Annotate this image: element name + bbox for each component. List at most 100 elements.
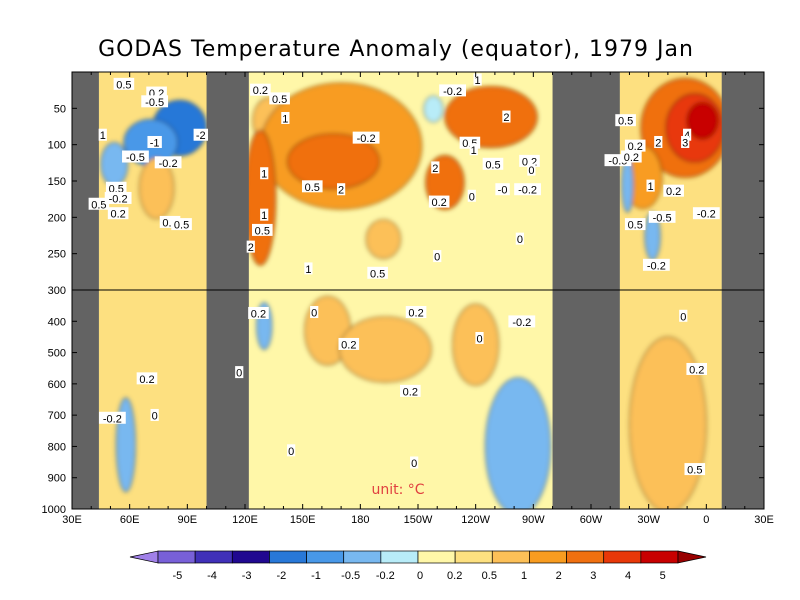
contour-label: 0.2 [689,364,704,376]
x-tick-label: 30W [637,514,660,526]
contour-label: -0.2 [357,133,376,145]
x-tick-label: 60W [580,514,603,526]
contour-label: -0 [498,185,508,197]
x-tick-label: 120E [232,514,258,526]
contour-label-bg [646,179,655,192]
contour-label-bg [147,135,162,148]
x-tick-label: 120W [461,514,490,526]
contour-label: 0.2 [403,386,418,398]
colorbar-swatch [343,550,382,564]
colorbar-tick-label: -4 [207,570,217,582]
y-tick-label: 400 [48,316,66,328]
contour-label-bg [107,207,129,220]
contour-label-bg [624,139,646,152]
colorbar-extend-low [129,550,159,564]
colorbar-tick-label: 4 [625,570,631,582]
contour-label: 0.2 [253,85,268,97]
colorbar-tick-label: -5 [172,570,182,582]
contour-label-bg [663,184,684,197]
contour-label-bg [433,250,442,263]
anomaly-blob [423,95,444,123]
colorbar-swatch [566,550,605,564]
colorbar-swatch [231,550,270,564]
contour-label: 0.5 [370,268,385,280]
contour-label-bg [104,191,132,204]
anomaly-blob [452,303,500,386]
colorbar-swatch [640,550,679,564]
colorbar-tick-label: 2 [556,570,562,582]
contour-label-bg [136,372,158,385]
y-tick-label: 500 [48,348,66,360]
contour-label: 0.2 [110,209,125,221]
anomaly-blob [365,219,402,260]
contour-label: 0 [434,252,440,264]
contour-label: -0.5 [145,97,164,109]
x-tick-label: 180 [351,514,369,526]
contour-label-bg [410,456,419,469]
colorbar-tick-label: -1 [311,570,321,582]
colorbar-tick-label: -3 [242,570,252,582]
contour-label: 0.5 [628,220,643,232]
contour-label: 0.5 [272,94,287,106]
contour-label-bg [281,112,290,125]
x-tick-label: 150E [290,514,316,526]
contour-label: -0.2 [109,193,128,205]
contour-label: -0.2 [443,86,462,98]
contour-label: 0.2 [628,141,643,153]
contour-label-bg [681,135,690,148]
contour-label-bg [482,157,504,170]
contour-label: -1 [150,137,160,149]
contour-label: 0.2 [341,339,356,351]
contour-label: 2 [248,242,254,254]
contour-label-bg [246,240,255,253]
contour-label: 0.5 [305,182,320,194]
contour-label-bg [105,181,127,194]
colorbar-swatch [380,550,419,564]
colorbar-swatch [529,550,567,564]
colorbar: -5 -4 -3 -2 -1 -0.5 -0.2 0 0.2 0.5 1 2 3 4 5 [129,550,707,582]
contour-label: 2 [655,137,661,149]
contour-label: 0.2 [666,186,681,198]
contour-label: 2 [432,163,438,175]
unit-label: unit: °C [371,482,424,498]
y-tick-label: 1000 [42,504,66,516]
contour-label-bg [367,266,388,279]
contour-label-bg [98,128,107,141]
contour-label-bg [502,110,511,123]
contour-labels: 0.50.2-0.5-2-11-0.50.5-0.20.5 -0.20.20.20… [88,73,720,477]
colorbar-swatch [417,550,456,564]
contour-label-bg [495,183,510,196]
contour-label-bg [400,384,421,397]
colorbar-tick-label: 0 [417,570,423,582]
contour-label: 1 [261,210,267,222]
contour-label: 0.5 [116,79,131,91]
y-tick-label: 100 [48,140,66,152]
contour-label: -2 [196,130,206,142]
anomaly-blob [100,142,129,187]
contour-label-bg [287,444,296,457]
x-tick-label: 60E [120,514,140,526]
anomaly-blob [286,133,380,190]
contour-label-bg [310,306,319,319]
contour-label-bg [439,84,466,97]
colorbar-swatch [194,550,233,564]
x-tick-label: 150W [404,514,433,526]
anomaly-blob [444,86,538,148]
colorbar-swatch [491,550,530,564]
contour-label: 0 [152,410,158,422]
contour-label: 0 [411,458,417,470]
contour-label-bg [250,83,271,96]
contour-label: 0 [236,368,242,380]
contour-label-bg [683,128,692,141]
colorbar-tick-label: -0.2 [376,570,395,582]
contour-label-bg [248,306,269,319]
colorbar-tick-label: -0.5 [341,570,360,582]
contour-label: 1 [282,114,288,126]
chart-title: GODAS Temperature Anomaly (equator), 197… [98,37,694,62]
contour-label-bg [88,197,110,210]
contour-label: -0.2 [103,413,122,425]
contour-label: 0.5 [485,159,500,171]
y-tick-label: 700 [48,410,66,422]
contour-label: 0.5 [91,199,106,211]
